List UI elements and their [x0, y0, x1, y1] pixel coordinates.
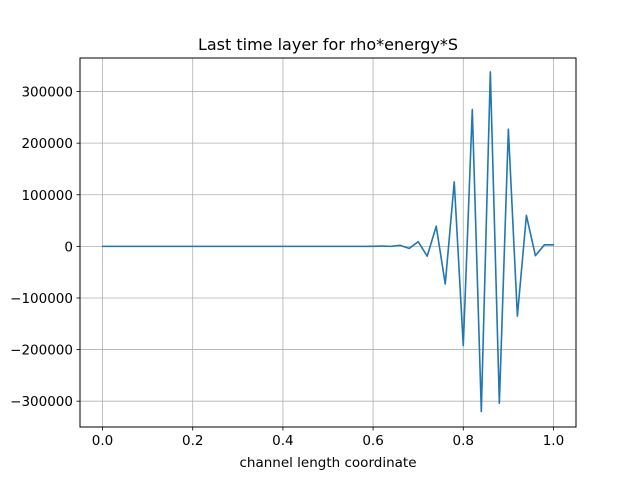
x-axis-label: channel length coordinate: [239, 455, 416, 471]
x-tick-label: 0.2: [182, 433, 203, 449]
y-tick-label: −200000: [10, 343, 73, 359]
y-tick-label: −300000: [10, 394, 73, 410]
x-tick-label: 0.4: [272, 433, 293, 449]
y-tick-label: 0: [64, 239, 73, 255]
series-layer: [101, 71, 555, 413]
x-tick-label: 0.0: [92, 433, 113, 449]
y-tick-label: 200000: [21, 136, 73, 152]
y-tick-label: 300000: [21, 85, 73, 101]
chart-title: Last time layer for rho*energy*S: [198, 35, 458, 54]
ticks: 0.0 0.2 0.4 0.6 0.8 1.0 −300000 −200000 −100000 0…: [10, 85, 564, 449]
plot-frame: [79, 57, 577, 428]
x-tick-label: 0.8: [453, 433, 474, 449]
series-line: [101, 71, 555, 413]
grid: [80, 58, 576, 427]
x-tick-label: 0.6: [362, 433, 383, 449]
x-tick-label: 1.0: [543, 433, 564, 449]
y-tick-label: −100000: [10, 291, 73, 307]
y-tick-label: 100000: [21, 188, 73, 204]
